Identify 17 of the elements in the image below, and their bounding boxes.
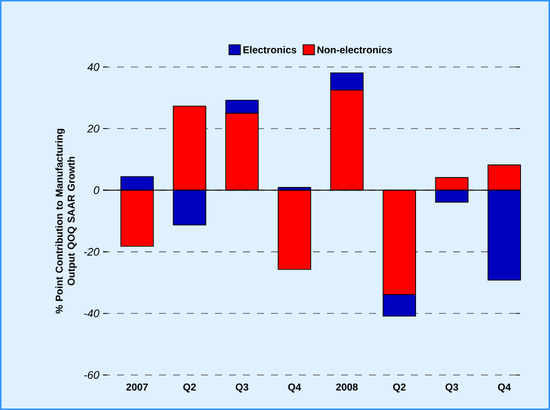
y-tick-label: 40 xyxy=(87,63,100,71)
x-tick-label: Q3 xyxy=(236,384,248,392)
x-tick-label: Q4 xyxy=(288,384,302,392)
y-axis-title: % Point Contribution to Manufacturing Output QOQ SAAR Growth xyxy=(55,128,77,314)
x-tick-label: Q2 xyxy=(183,384,196,392)
y-tick-label: -60 xyxy=(84,371,100,379)
x-tick-label: 2008 xyxy=(336,384,358,391)
x-tick-label: Q4 xyxy=(498,384,511,392)
y-tick-label: 0 xyxy=(94,186,100,194)
x-tick-label: Q3 xyxy=(446,384,458,392)
y-tick-label: -40 xyxy=(84,310,100,318)
y-tick-label: 20 xyxy=(87,124,100,132)
x-tick-label: Q2 xyxy=(393,384,406,392)
legend-label: Electronics xyxy=(243,46,296,54)
x-tick-label: 2007 xyxy=(126,384,148,391)
y-tick-label: -20 xyxy=(84,248,100,256)
legend-label: Non-electronics xyxy=(318,46,392,54)
